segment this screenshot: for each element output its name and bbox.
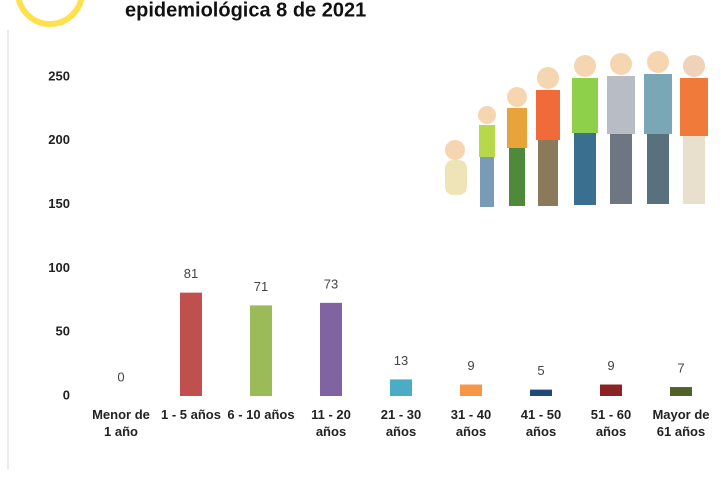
x-tick-label: 41 - 50 años [520,407,562,439]
bar [600,384,622,396]
value-label: 13 [394,353,408,368]
value-label: 71 [254,279,268,294]
y-tick-label: 100 [48,260,70,275]
illustration [445,51,708,207]
x-tick-label: 31 - 40 años [450,407,492,439]
x-tick-label: Menor de 1 año [92,407,150,439]
bar [390,379,412,396]
x-tick-label: Mayor de 61 años [652,407,710,439]
chart-title: epidemiológica 8 de 2021 [125,0,366,21]
value-label: 81 [184,266,198,281]
value-label: 9 [607,358,614,373]
bar [320,302,342,396]
x-tick-label: 51 - 60 años [590,407,632,439]
bar [250,305,272,396]
y-tick-label: 50 [56,324,70,339]
x-tick-label: 11 - 20 años [311,407,351,439]
decor-circle [15,0,85,27]
bar [460,384,482,396]
y-tick-label: 0 [63,387,70,402]
bar [180,292,202,396]
value-label: 0 [117,369,124,384]
y-tick-label: 250 [48,68,70,83]
bar [530,389,552,396]
x-tick-label: 21 - 30 años [380,407,422,439]
y-tick-label: 150 [48,196,70,211]
value-label: 7 [677,361,684,376]
value-label: 5 [537,363,544,378]
value-label: 73 [324,276,338,291]
x-tick-label: 1 - 5 años [161,407,221,422]
y-tick-label: 200 [48,132,70,147]
x-tick-label: 6 - 10 años [227,407,295,422]
bar [670,387,692,396]
value-label: 9 [467,358,474,373]
